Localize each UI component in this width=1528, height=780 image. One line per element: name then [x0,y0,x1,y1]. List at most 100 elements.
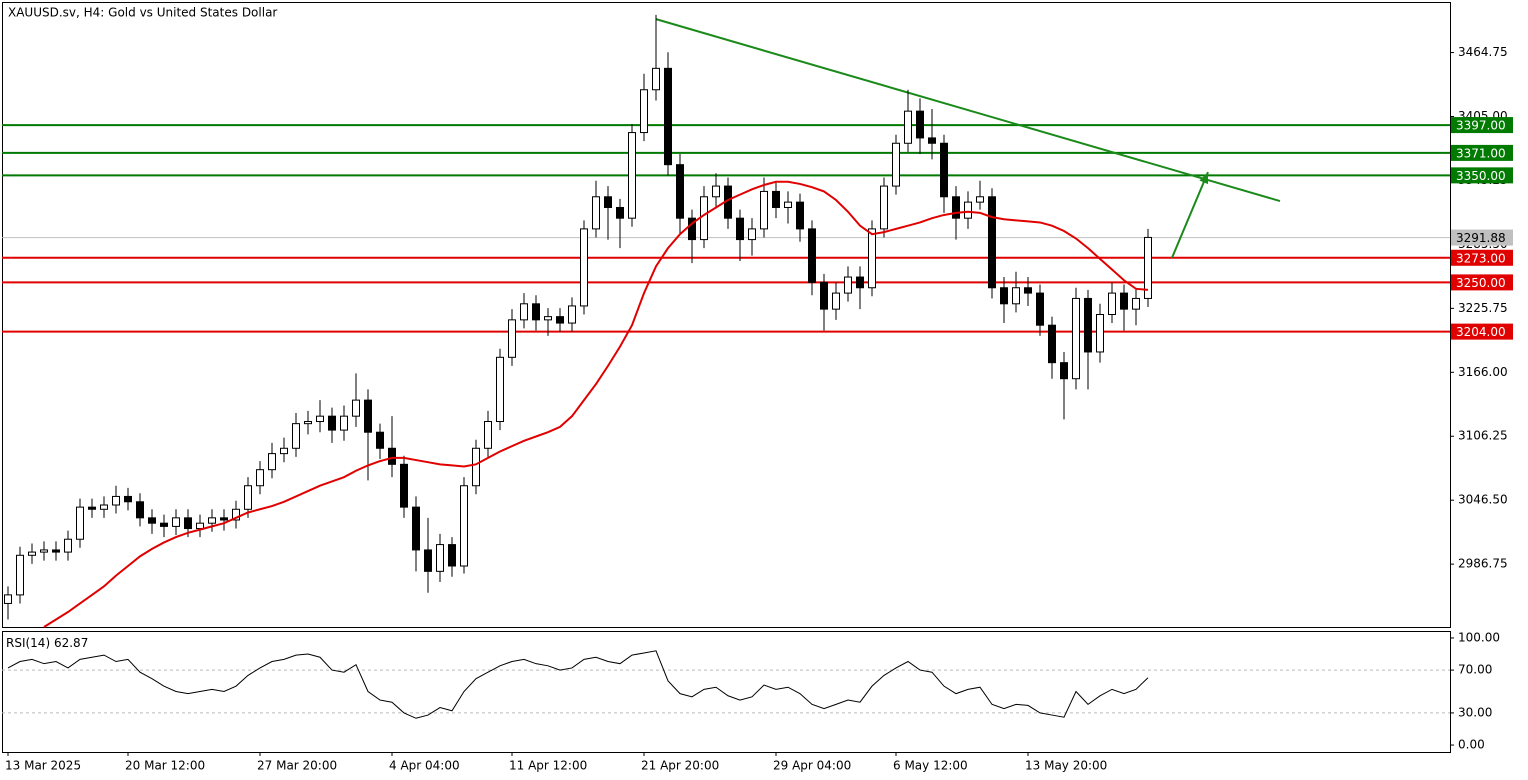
candle-body [148,517,156,524]
candle-body [220,517,228,521]
candle-body [292,423,300,449]
candle-body [592,196,600,230]
level-label: 3350.00 [1451,167,1513,184]
candle-body [640,89,648,134]
candle-body [748,228,756,241]
candle-body [1132,297,1140,310]
candle-body [928,137,936,144]
candle-body [1036,292,1044,326]
y-tick-label: 3464.75 [1458,45,1508,59]
candle-body [736,217,744,241]
level-label-box [1451,167,1513,184]
candle-body [184,517,192,530]
candle-body [244,485,252,510]
y-tick-label: 3046.50 [1458,493,1508,507]
candle-body [64,538,72,553]
candle-body [832,292,840,310]
arrow-head [1199,172,1209,185]
candle-body [784,201,792,208]
candle-body [4,594,12,604]
candle-body [268,453,276,471]
level-label-box [1451,323,1513,340]
candle-body [952,196,960,219]
rsi-tick-label: 30.00 [1458,705,1492,719]
candle-body [1024,287,1032,294]
candle-body [1000,287,1008,305]
candle-body [976,196,984,203]
candle-body [772,190,780,208]
y-tick-label: 2986.75 [1458,557,1508,571]
level-label-text: 3250.00 [1456,276,1506,290]
y-tick-label: 3225.75 [1458,301,1508,315]
rsi-tick-label: 100.00 [1458,630,1500,644]
candle-body [28,551,36,556]
level-label: 3397.00 [1451,117,1513,134]
candle-body [1072,297,1080,380]
candle-body [820,281,828,310]
candle-body [484,421,492,449]
candle-body [856,276,864,289]
candle-body [880,185,888,230]
candle-body [1060,362,1068,380]
candle-body [712,185,720,198]
candle-body [340,415,348,431]
x-tick-label: 4 Apr 04:00 [389,759,460,773]
candle-body [1048,324,1056,364]
candle-body [904,110,912,144]
candle-body [172,517,180,527]
candle-body [532,303,540,321]
x-tick-label: 20 Mar 12:00 [125,759,205,773]
candle-body [1144,236,1152,299]
y-tick-label: 3106.25 [1458,429,1508,443]
candle-body [496,356,504,423]
level-label-text: 3204.00 [1456,325,1506,339]
rsi-last: 62.87 [54,636,88,650]
candle-body [1096,314,1104,353]
level-label-text: 3273.00 [1456,251,1506,265]
level-label: 3273.00 [1451,249,1513,266]
current-price-label: 3291.88 [1451,229,1513,246]
candle-body [628,132,636,219]
candle-body [700,196,708,241]
candle-body [364,399,372,433]
level-label-box [1451,117,1513,134]
candle-body [616,206,624,219]
x-tick-label: 21 Apr 20:00 [641,759,719,773]
x-tick-label: 13 Mar 2025 [5,759,81,773]
candle-body [256,469,264,487]
candle-body [448,544,456,567]
rsi-tick-label: 70.00 [1458,663,1492,677]
candle-body [412,506,420,551]
candle-body [280,447,288,455]
candle-body [136,501,144,519]
level-label: 3371.00 [1451,144,1513,161]
level-label-text: 3397.00 [1456,119,1506,133]
arrow [1171,171,1209,259]
candle-body [652,67,660,91]
trend-line [655,18,1281,203]
candle-body [676,164,684,219]
candle-body [544,316,552,321]
candle-body [460,485,468,567]
candle-body [88,506,96,510]
candle-body [40,549,48,553]
candle-body [16,554,24,596]
candle-body [1084,297,1092,353]
level-label-text: 3350.00 [1456,169,1506,183]
current-price-text: 3291.88 [1456,231,1506,245]
candle-body [808,228,816,283]
x-tick-label: 13 May 20:00 [1025,759,1107,773]
candle-body [844,276,852,294]
candle-body [436,544,444,572]
candle-body [796,201,804,230]
rsi-panel [2,631,1451,753]
candle-body [760,190,768,230]
rsi-line [7,650,1149,719]
candle-body [580,228,588,307]
candle-body [196,522,204,530]
rsi-tick-label: 0.00 [1458,738,1485,752]
candle-body [160,522,168,527]
candle-body [400,463,408,508]
candle-body [124,495,132,503]
